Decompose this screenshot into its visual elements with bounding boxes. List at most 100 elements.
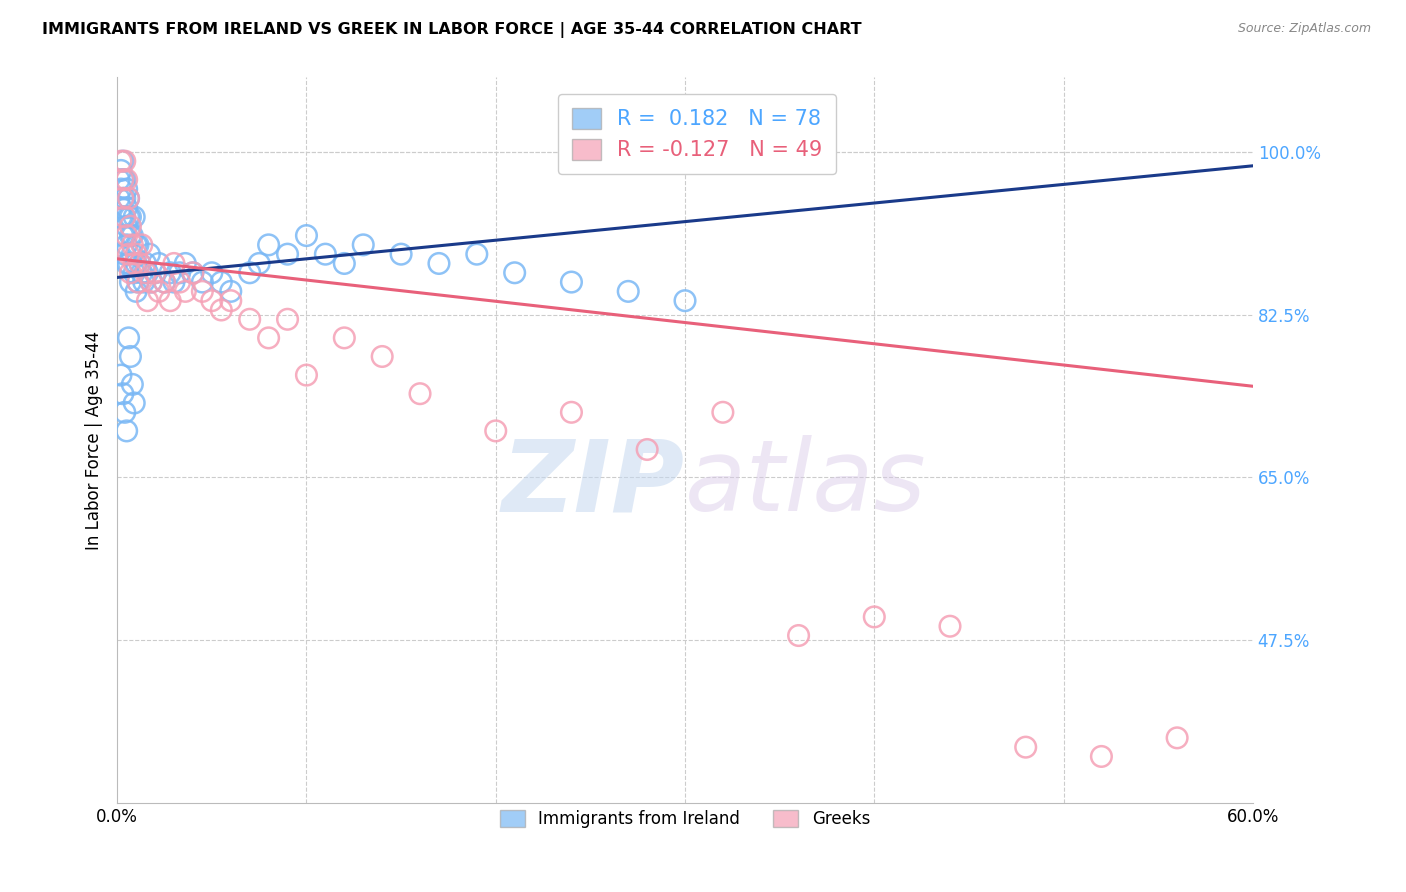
Point — [122, 210, 145, 224]
Point — [114, 154, 136, 169]
Point — [114, 173, 136, 187]
Point — [352, 238, 374, 252]
Point — [201, 293, 224, 308]
Point — [257, 331, 280, 345]
Text: ZIP: ZIP — [502, 435, 685, 533]
Point — [110, 368, 132, 383]
Point — [110, 163, 132, 178]
Point — [1015, 740, 1038, 755]
Point — [115, 228, 138, 243]
Point — [257, 238, 280, 252]
Point — [141, 275, 163, 289]
Point — [135, 256, 157, 270]
Point — [108, 173, 131, 187]
Point — [114, 210, 136, 224]
Point — [295, 368, 318, 383]
Point — [143, 266, 166, 280]
Point — [127, 275, 149, 289]
Point — [120, 219, 142, 234]
Point — [120, 210, 142, 224]
Point — [169, 275, 191, 289]
Point — [560, 275, 582, 289]
Point — [191, 285, 214, 299]
Point — [110, 182, 132, 196]
Point — [131, 238, 153, 252]
Point — [219, 293, 242, 308]
Point — [111, 154, 134, 169]
Point — [111, 191, 134, 205]
Point — [121, 238, 143, 252]
Point — [132, 275, 155, 289]
Point — [181, 266, 204, 280]
Point — [117, 191, 139, 205]
Point — [159, 266, 181, 280]
Point — [117, 256, 139, 270]
Point — [209, 275, 232, 289]
Point — [148, 285, 170, 299]
Point — [108, 191, 131, 205]
Point — [111, 173, 134, 187]
Point — [127, 275, 149, 289]
Point — [219, 285, 242, 299]
Point — [115, 182, 138, 196]
Point — [136, 266, 159, 280]
Point — [114, 210, 136, 224]
Point — [465, 247, 488, 261]
Point — [110, 154, 132, 169]
Point — [111, 228, 134, 243]
Point — [117, 191, 139, 205]
Point — [277, 312, 299, 326]
Point — [121, 377, 143, 392]
Point — [122, 256, 145, 270]
Point — [163, 275, 186, 289]
Point — [135, 266, 157, 280]
Point — [295, 228, 318, 243]
Point — [131, 266, 153, 280]
Point — [117, 247, 139, 261]
Point — [115, 219, 138, 234]
Point — [115, 201, 138, 215]
Point — [1090, 749, 1112, 764]
Text: Source: ZipAtlas.com: Source: ZipAtlas.com — [1237, 22, 1371, 36]
Point — [153, 275, 176, 289]
Point — [333, 331, 356, 345]
Point — [120, 350, 142, 364]
Point — [117, 210, 139, 224]
Point — [114, 228, 136, 243]
Point — [125, 247, 148, 261]
Point — [409, 386, 432, 401]
Point — [174, 256, 197, 270]
Point — [122, 396, 145, 410]
Point — [111, 210, 134, 224]
Point — [939, 619, 962, 633]
Point — [485, 424, 508, 438]
Point — [371, 350, 394, 364]
Point — [111, 386, 134, 401]
Point — [110, 210, 132, 224]
Point — [114, 247, 136, 261]
Legend: Immigrants from Ireland, Greeks: Immigrants from Ireland, Greeks — [494, 803, 877, 835]
Point — [111, 191, 134, 205]
Point — [125, 256, 148, 270]
Point — [127, 238, 149, 252]
Point — [117, 331, 139, 345]
Point — [863, 610, 886, 624]
Point — [138, 247, 160, 261]
Point — [787, 628, 810, 642]
Point — [122, 266, 145, 280]
Point — [201, 266, 224, 280]
Point — [181, 266, 204, 280]
Point — [174, 285, 197, 299]
Point — [115, 424, 138, 438]
Point — [115, 238, 138, 252]
Point — [1166, 731, 1188, 745]
Point — [141, 275, 163, 289]
Point — [111, 173, 134, 187]
Point — [636, 442, 658, 457]
Point — [148, 256, 170, 270]
Point — [125, 285, 148, 299]
Point — [503, 266, 526, 280]
Point — [159, 293, 181, 308]
Point — [673, 293, 696, 308]
Point — [115, 173, 138, 187]
